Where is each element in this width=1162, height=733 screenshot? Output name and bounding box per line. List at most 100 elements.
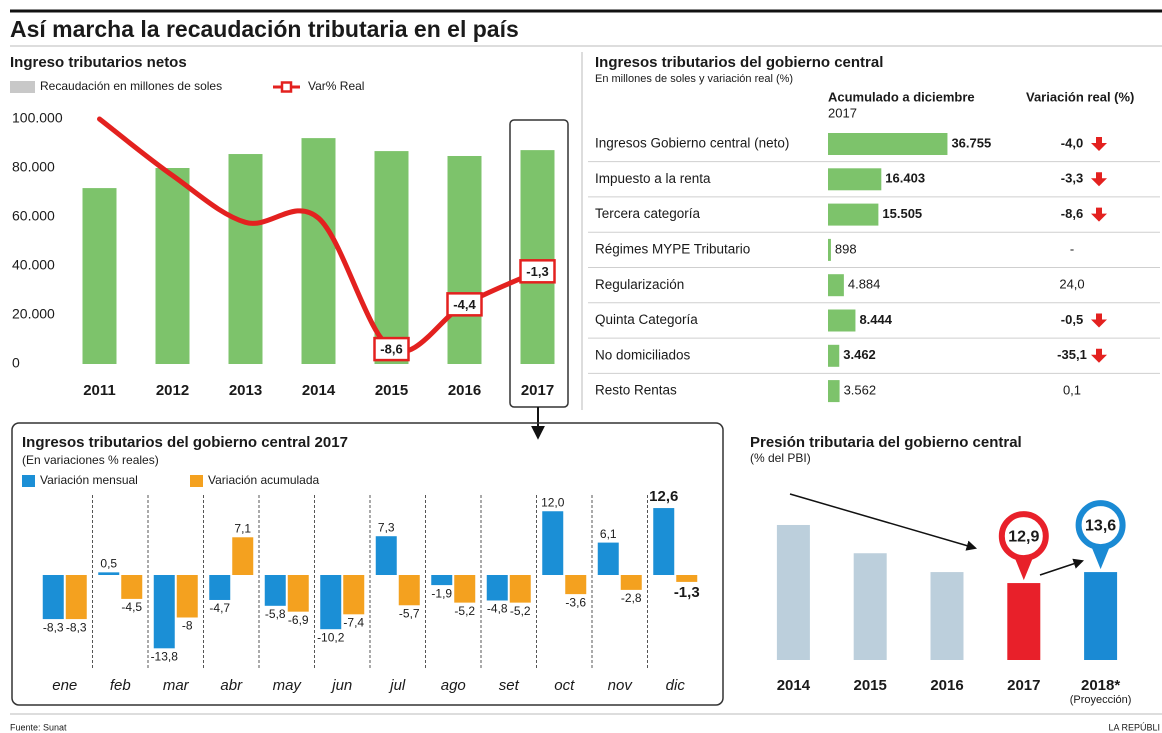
- bar: [509, 575, 531, 603]
- value-label: -1,9: [431, 586, 452, 600]
- bar: [121, 575, 143, 599]
- bar: [42, 575, 64, 620]
- value-label: 12,9: [1008, 528, 1039, 545]
- bar: [597, 542, 619, 575]
- value-label: 7,1: [234, 521, 251, 535]
- x-tick-label: jun: [330, 677, 352, 694]
- value-label: 8.444: [859, 312, 892, 327]
- x-tick-label: 2015: [854, 677, 887, 694]
- bar: [454, 575, 476, 603]
- legend-label: Recaudación en millones de soles: [40, 79, 222, 93]
- value-label: -4,4: [453, 297, 476, 312]
- trend-arrow: [789, 493, 978, 551]
- page-title: Así marcha la recaudación tributaria en …: [10, 16, 519, 42]
- x-tick-label: jul: [388, 677, 406, 694]
- bar: [301, 138, 336, 364]
- legend-label: Variación mensual: [40, 473, 138, 487]
- bar: [343, 575, 365, 615]
- value-label: -8: [182, 619, 193, 633]
- trend-arrow: [1039, 558, 1084, 576]
- x-tick-label: 2017: [521, 382, 554, 399]
- x-tick-label: 2017: [1007, 677, 1040, 694]
- bar: [828, 274, 844, 297]
- x-tick-label: abr: [220, 677, 243, 694]
- down-arrow: [1091, 313, 1107, 328]
- bar: [828, 133, 948, 155]
- down-arrow: [1091, 348, 1107, 363]
- x-tick-label: 2013: [229, 382, 262, 399]
- value-label: -4,8: [487, 602, 508, 616]
- value-label: 898: [835, 241, 857, 256]
- bar: [828, 309, 856, 332]
- category-note: (Proyección): [1070, 694, 1132, 706]
- value-label: -2,8: [621, 591, 642, 605]
- x-tick-label: 2014: [302, 382, 336, 399]
- x-tick-label: set: [499, 677, 520, 694]
- down-arrow: [1091, 207, 1107, 222]
- chart-subtitle: (En variaciones % reales): [22, 453, 159, 467]
- column-header: Acumulado a diciembre: [828, 89, 975, 104]
- bar: [542, 511, 564, 575]
- row-label: Tercera categoría: [595, 206, 701, 221]
- x-tick-label: 2016: [930, 677, 963, 694]
- chart-title: Presión tributaria del gobierno central: [750, 434, 1022, 451]
- x-tick-label: 2011: [83, 382, 116, 399]
- value-label: 3.562: [844, 383, 877, 398]
- row-label: Impuesto a la renta: [595, 171, 711, 186]
- value-label: -10,2: [317, 630, 345, 644]
- x-tick-label: ene: [52, 677, 77, 694]
- column-subheader: 2017: [828, 105, 857, 120]
- bar: [176, 575, 198, 618]
- y-tick-label: 20.000: [12, 306, 55, 322]
- row-label: Régimes MYPE Tributario: [595, 241, 750, 256]
- bar: [676, 575, 698, 582]
- bar: [1084, 572, 1118, 660]
- variation-label: -35,1: [1057, 347, 1087, 362]
- variation-label: -8,6: [1061, 206, 1083, 221]
- x-tick-label: oct: [554, 677, 575, 694]
- variation-label: -4,0: [1061, 135, 1083, 150]
- value-label: -8,6: [380, 342, 402, 357]
- chart-title: Ingreso tributarios netos: [10, 54, 187, 71]
- y-tick-label: 40.000: [12, 257, 55, 273]
- down-arrow: [1091, 137, 1107, 151]
- value-label: -8,3: [43, 620, 64, 634]
- bar: [520, 150, 555, 364]
- row-label: Resto Rentas: [595, 383, 677, 398]
- bar: [398, 575, 420, 606]
- legend-swatch: [190, 475, 203, 487]
- bar: [828, 203, 879, 226]
- row-label: Ingresos Gobierno central (neto): [595, 136, 789, 151]
- bar: [620, 575, 642, 590]
- value-box: [446, 292, 483, 317]
- x-tick-label: 2016: [448, 382, 481, 399]
- legend-swatch: [280, 81, 293, 93]
- bar: [565, 575, 587, 595]
- bar: [447, 155, 482, 364]
- value-label: -5,2: [510, 604, 531, 618]
- bar: [209, 575, 231, 600]
- value-label: 13,6: [1085, 517, 1116, 534]
- row-label: Regularización: [595, 277, 684, 292]
- bar: [155, 168, 190, 364]
- value-label: -1,3: [674, 584, 700, 601]
- legend-label: Var% Real: [308, 79, 364, 93]
- chart-title: Ingresos tributarios del gobierno centra…: [22, 434, 348, 451]
- value-label: 12,0: [541, 495, 565, 509]
- x-tick-label: 2014: [777, 677, 811, 694]
- value-label: 16.403: [885, 171, 925, 186]
- value-label: 4.884: [848, 277, 881, 292]
- balloon: [998, 511, 1049, 562]
- value-label: 3.462: [843, 347, 876, 362]
- bar: [1007, 583, 1041, 660]
- bar: [320, 575, 342, 630]
- bar: [930, 572, 964, 660]
- value-label: 15.505: [882, 206, 922, 221]
- y-tick-label: 100.000: [12, 110, 63, 126]
- row-label: Quinta Categoría: [595, 312, 698, 327]
- value-label: -8,3: [66, 620, 87, 634]
- chart-subtitle: En millones de soles y variación real (%…: [595, 73, 793, 85]
- value-label: 0,5: [100, 557, 117, 571]
- value-label: -5,2: [454, 604, 475, 618]
